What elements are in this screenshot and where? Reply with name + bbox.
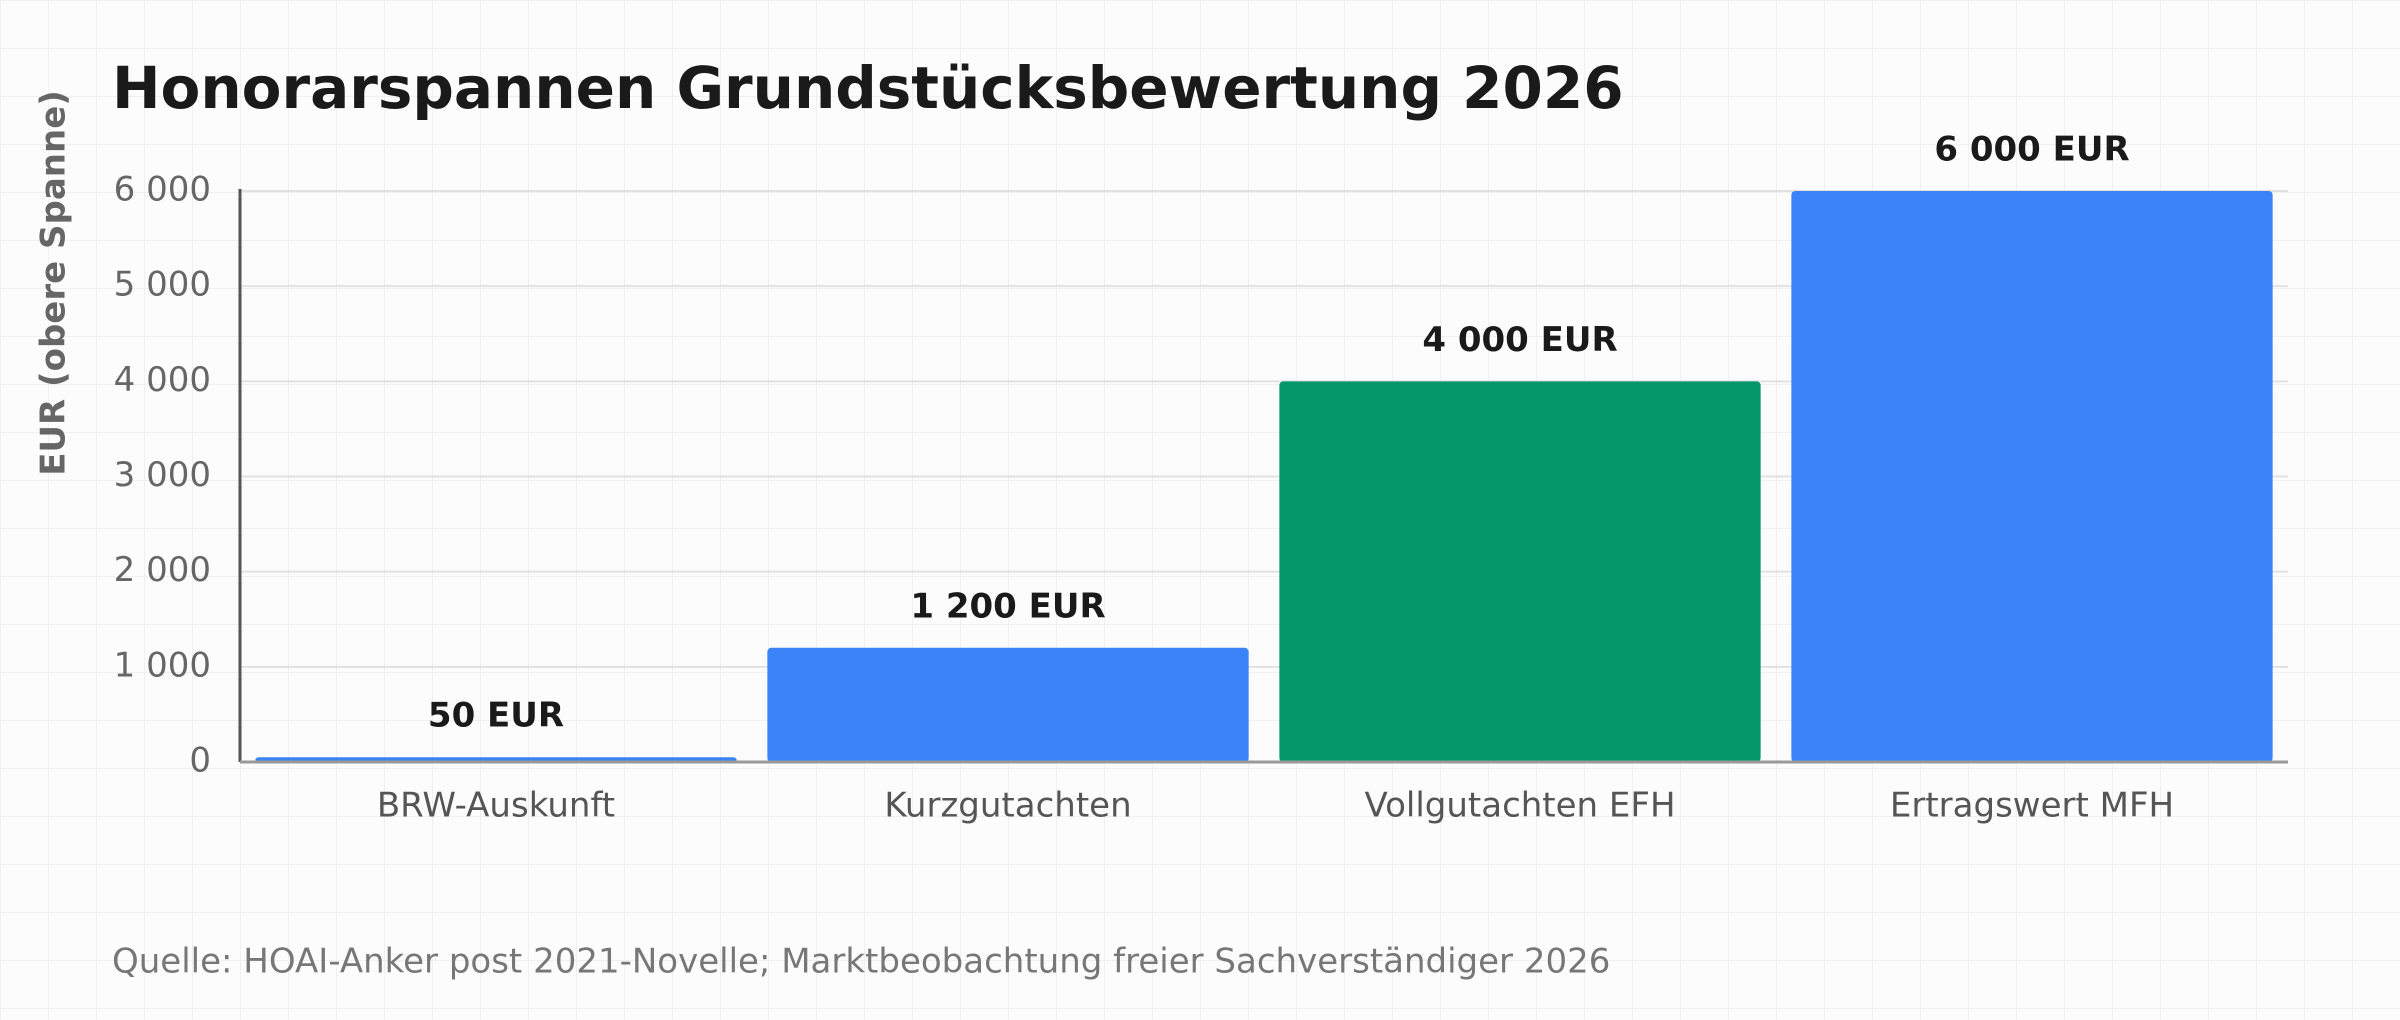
value-label: 50 EUR: [428, 696, 564, 736]
y-tick-label: 2 000: [114, 550, 211, 590]
value-label: 6 000 EUR: [1934, 130, 2129, 170]
x-tick-label: BRW-Auskunft: [377, 786, 615, 826]
y-axis-label: EUR (obere Spanne): [34, 90, 74, 476]
source-note: Quelle: HOAI-Anker post 2021-Novelle; Ma…: [112, 942, 1610, 982]
chart-title: Honorarspannen Grundstücksbewertung 2026: [112, 54, 1624, 122]
y-tick-label: 0: [189, 741, 211, 781]
y-tick-label: 1 000: [114, 645, 211, 685]
bar: [1279, 381, 1761, 762]
x-tick-label: Ertragswert MFH: [1890, 786, 2174, 826]
x-tick-label: Kurzgutachten: [884, 786, 1131, 826]
value-label: 1 200 EUR: [910, 586, 1105, 626]
y-tick-label: 4 000: [114, 360, 211, 400]
bar: [1791, 191, 2273, 762]
value-label: 4 000 EUR: [1422, 320, 1617, 360]
y-tick-label: 6 000: [114, 170, 211, 210]
x-tick-label: Vollgutachten EFH: [1364, 786, 1675, 826]
y-tick-label: 3 000: [114, 455, 211, 495]
bar: [767, 647, 1249, 762]
y-tick-label: 5 000: [114, 265, 211, 305]
